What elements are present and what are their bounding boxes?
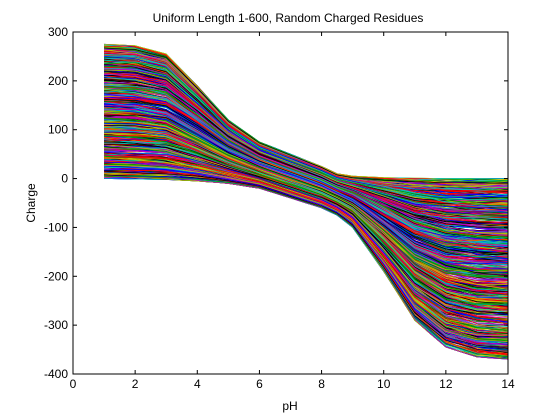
series-line — [104, 156, 509, 329]
series-line — [104, 82, 508, 232]
series-line — [104, 105, 509, 265]
y-axis: -400 -300 -200 -100 0 100 200 300 — [44, 25, 508, 381]
series-line — [104, 76, 509, 220]
y-tick-label: -400 — [44, 367, 68, 381]
y-tick-label: 100 — [48, 123, 68, 137]
series-line — [104, 86, 509, 239]
y-tick-label: -100 — [44, 220, 68, 234]
x-axis-label: pH — [282, 399, 297, 413]
series-line — [104, 99, 509, 254]
series-line — [104, 69, 509, 216]
series-line — [104, 108, 509, 265]
series-line — [104, 114, 509, 276]
x-tick-label: 0 — [70, 377, 77, 391]
series-line — [104, 109, 508, 270]
x-axis: 0 2 4 6 8 10 12 14 — [70, 32, 515, 391]
chart-title: Uniform Length 1-600, Random Charged Res… — [153, 11, 424, 25]
x-tick-label: 4 — [194, 377, 201, 391]
y-tick-label: 0 — [61, 172, 68, 186]
series-line — [104, 62, 509, 207]
series-line — [104, 135, 509, 304]
series-line — [104, 135, 509, 300]
series-line — [104, 144, 509, 314]
series-line — [104, 58, 508, 201]
series-line — [104, 53, 509, 192]
series-line — [104, 130, 509, 298]
x-tick-label: 8 — [318, 377, 325, 391]
series-line — [104, 170, 508, 354]
series-line — [104, 139, 509, 306]
x-tick-label: 2 — [132, 377, 139, 391]
x-tick-label: 6 — [256, 377, 263, 391]
y-tick-label: -300 — [44, 318, 68, 332]
x-tick-label: 10 — [377, 377, 391, 391]
y-tick-label: 200 — [48, 74, 68, 88]
series-line — [104, 90, 508, 243]
series-group — [104, 43, 509, 360]
series-line — [104, 118, 509, 278]
series-line — [104, 47, 509, 184]
series-line — [104, 164, 509, 342]
series-line — [104, 76, 509, 223]
series-line — [104, 151, 509, 323]
series-line — [104, 112, 509, 273]
y-tick-label: 300 — [48, 25, 68, 39]
x-tick-label: 14 — [501, 377, 515, 391]
series-line — [104, 139, 509, 311]
y-axis-label: Charge — [24, 183, 38, 223]
series-line — [104, 121, 508, 285]
series-line — [104, 169, 509, 350]
series-line — [104, 72, 508, 218]
plot-frame — [72, 31, 509, 375]
series-line — [104, 160, 509, 336]
series-line — [104, 147, 508, 320]
y-tick-label: -200 — [44, 269, 68, 283]
x-tick-label: 12 — [439, 377, 453, 391]
series-line — [104, 102, 509, 257]
series-line — [104, 157, 509, 333]
plot-area — [72, 31, 509, 375]
series-line — [104, 128, 509, 293]
series-line — [104, 154, 509, 325]
series-line — [104, 175, 509, 357]
